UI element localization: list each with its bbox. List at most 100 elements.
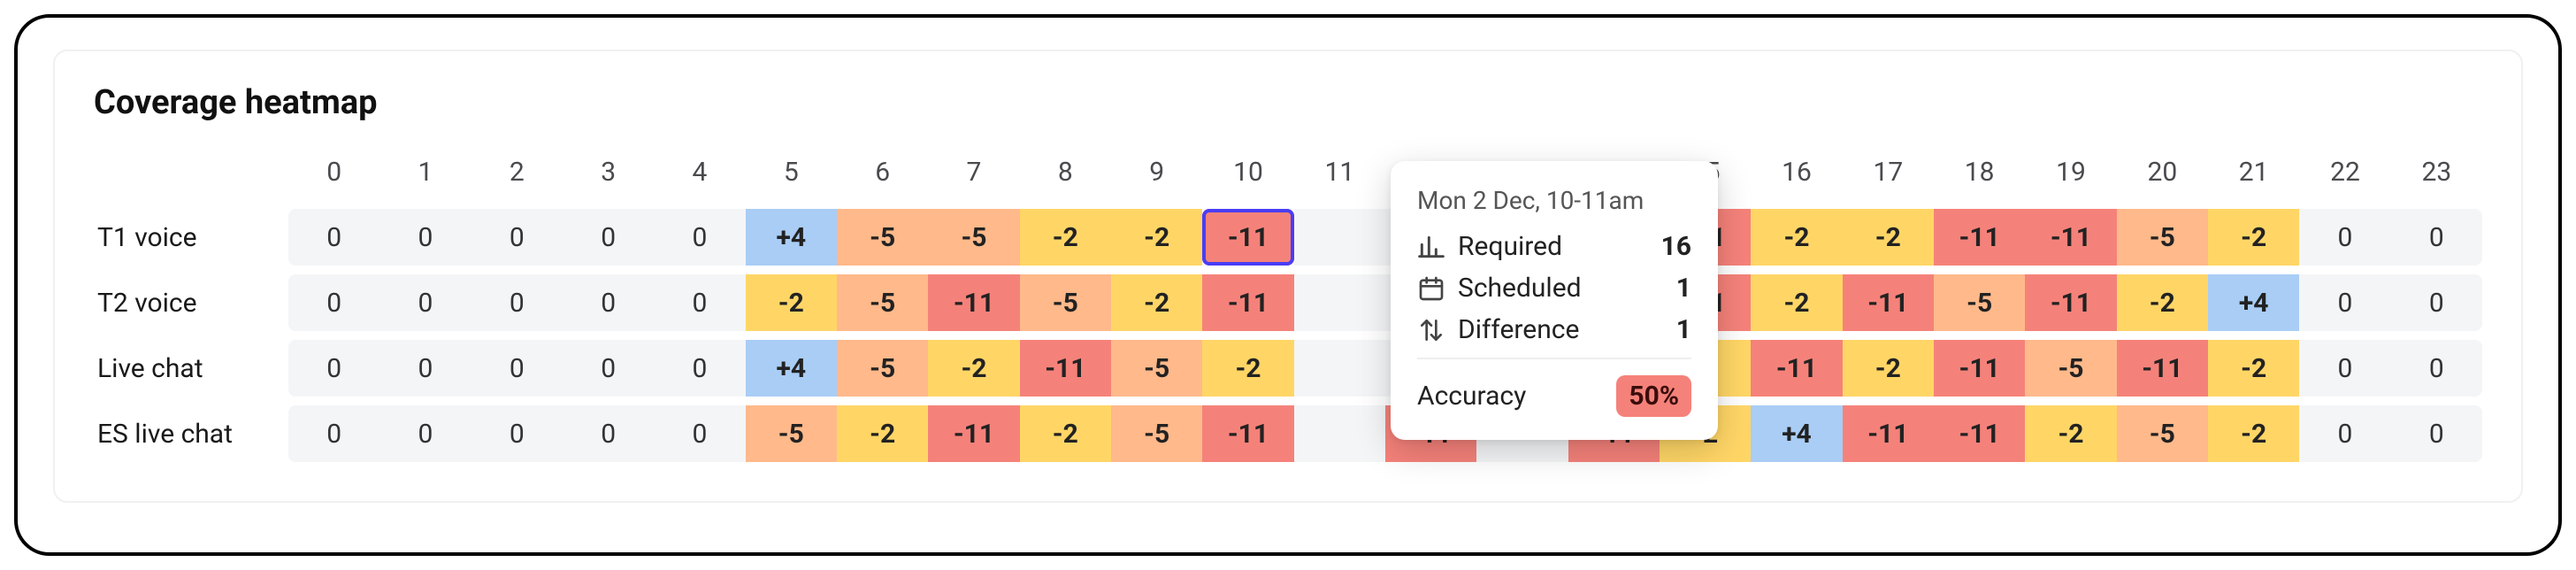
hour-header: 3 bbox=[563, 143, 654, 200]
heatmap-cell[interactable]: -2 bbox=[1111, 274, 1202, 331]
heatmap-cell[interactable]: 0 bbox=[2299, 340, 2390, 397]
heatmap-cell[interactable]: 0 bbox=[380, 274, 471, 331]
heatmap-cell[interactable]: -2 bbox=[2208, 340, 2299, 397]
heatmap-cell[interactable]: -11 bbox=[1934, 340, 2025, 397]
heatmap-cell[interactable]: 0 bbox=[380, 209, 471, 266]
difference-icon bbox=[1417, 316, 1445, 344]
heatmap-cell[interactable]: -5 bbox=[1934, 274, 2025, 331]
heatmap-cell[interactable]: +4 bbox=[746, 209, 837, 266]
heatmap-cell[interactable]: 0 bbox=[380, 340, 471, 397]
heatmap-cell[interactable]: -11 bbox=[928, 274, 1019, 331]
heatmap-cell[interactable]: 0 bbox=[288, 209, 380, 266]
hour-header: 7 bbox=[928, 143, 1019, 200]
heatmap-cell[interactable]: -2 bbox=[1020, 209, 1111, 266]
heatmap-cell[interactable] bbox=[1294, 274, 1385, 331]
row-label: T1 voice bbox=[94, 209, 288, 266]
tooltip-required-row: Required 16 bbox=[1417, 231, 1691, 262]
heatmap-cell[interactable]: -5 bbox=[746, 405, 837, 462]
heatmap-cell[interactable]: 0 bbox=[563, 340, 654, 397]
heatmap-cell[interactable]: -2 bbox=[1111, 209, 1202, 266]
heatmap-cell[interactable]: -2 bbox=[837, 405, 928, 462]
heatmap-cell[interactable]: -11 bbox=[1202, 405, 1293, 462]
row-label: ES live chat bbox=[94, 405, 288, 462]
hour-header: 4 bbox=[654, 143, 745, 200]
hour-header: 19 bbox=[2025, 143, 2116, 200]
tooltip-accuracy-label: Accuracy bbox=[1417, 381, 1526, 412]
heatmap-cell[interactable]: 0 bbox=[2391, 209, 2482, 266]
heatmap-cell[interactable]: +4 bbox=[1751, 405, 1842, 462]
tooltip-scheduled-row: Scheduled 1 bbox=[1417, 273, 1691, 304]
heatmap-cell[interactable]: 0 bbox=[2391, 274, 2482, 331]
hour-header: 1 bbox=[380, 143, 471, 200]
heatmap-cell[interactable]: -11 bbox=[1202, 274, 1293, 331]
heatmap-cell[interactable] bbox=[1294, 340, 1385, 397]
hour-header: 0 bbox=[288, 143, 380, 200]
tooltip-required-label: Required bbox=[1458, 231, 1562, 262]
heatmap-cell[interactable]: -2 bbox=[1202, 340, 1293, 397]
heatmap-cell[interactable]: 0 bbox=[654, 340, 745, 397]
heatmap-cell[interactable]: 0 bbox=[472, 274, 563, 331]
heatmap-cell[interactable] bbox=[1294, 209, 1385, 266]
heatmap-cell[interactable]: 0 bbox=[472, 209, 563, 266]
heatmap-cell[interactable]: -11 bbox=[928, 405, 1019, 462]
heatmap-cell[interactable]: -2 bbox=[1020, 405, 1111, 462]
heatmap-cell[interactable]: -5 bbox=[837, 274, 928, 331]
heatmap-cell[interactable]: 0 bbox=[563, 274, 654, 331]
grid-corner bbox=[94, 143, 288, 200]
heatmap-cell[interactable]: 0 bbox=[2391, 405, 2482, 462]
heatmap-cell[interactable]: -2 bbox=[1843, 340, 1934, 397]
heatmap-cell[interactable]: 0 bbox=[2299, 274, 2390, 331]
heatmap-cell[interactable]: -5 bbox=[1020, 274, 1111, 331]
heatmap-cell[interactable]: -11 bbox=[1020, 340, 1111, 397]
heatmap-cell[interactable]: 0 bbox=[654, 405, 745, 462]
heatmap-cell[interactable]: 0 bbox=[563, 209, 654, 266]
heatmap-cell[interactable]: -5 bbox=[2117, 209, 2208, 266]
heatmap-cell[interactable]: -2 bbox=[1843, 209, 1934, 266]
heatmap-cell[interactable]: +4 bbox=[2208, 274, 2299, 331]
heatmap-cell[interactable]: -2 bbox=[2117, 274, 2208, 331]
heatmap-cell[interactable]: 0 bbox=[563, 405, 654, 462]
heatmap-cell[interactable]: -11 bbox=[1934, 209, 2025, 266]
tooltip-scheduled-label: Scheduled bbox=[1458, 273, 1582, 304]
heatmap-cell[interactable]: 0 bbox=[472, 405, 563, 462]
cell-tooltip: Mon 2 Dec, 10-11am Required 16 Scheduled… bbox=[1391, 161, 1718, 440]
hour-header: 10 bbox=[1202, 143, 1293, 200]
heatmap-cell[interactable]: -11 bbox=[1202, 209, 1293, 266]
hour-header: 22 bbox=[2299, 143, 2390, 200]
heatmap-cell[interactable]: -2 bbox=[746, 274, 837, 331]
heatmap-cell[interactable]: +4 bbox=[746, 340, 837, 397]
heatmap-cell[interactable]: -11 bbox=[1934, 405, 2025, 462]
heatmap-cell[interactable]: -5 bbox=[837, 340, 928, 397]
heatmap-cell[interactable]: -5 bbox=[928, 209, 1019, 266]
heatmap-cell[interactable]: -2 bbox=[1751, 209, 1842, 266]
heatmap-cell[interactable]: 0 bbox=[654, 209, 745, 266]
heatmap-cell[interactable]: 0 bbox=[288, 405, 380, 462]
tooltip-accuracy-badge: 50% bbox=[1616, 375, 1691, 417]
hour-header: 17 bbox=[1843, 143, 1934, 200]
heatmap-cell[interactable]: -5 bbox=[2117, 405, 2208, 462]
heatmap-cell[interactable]: -5 bbox=[1111, 405, 1202, 462]
heatmap-cell[interactable]: -5 bbox=[1111, 340, 1202, 397]
heatmap-cell[interactable]: -2 bbox=[2208, 405, 2299, 462]
heatmap-cell[interactable]: -11 bbox=[1843, 274, 1934, 331]
heatmap-cell[interactable]: 0 bbox=[472, 340, 563, 397]
heatmap-cell[interactable]: -11 bbox=[2025, 209, 2116, 266]
heatmap-cell[interactable]: -5 bbox=[2025, 340, 2116, 397]
heatmap-cell[interactable]: 0 bbox=[654, 274, 745, 331]
heatmap-cell[interactable]: -2 bbox=[2208, 209, 2299, 266]
heatmap-cell[interactable]: 0 bbox=[288, 340, 380, 397]
heatmap-cell[interactable]: -2 bbox=[928, 340, 1019, 397]
heatmap-cell[interactable]: 0 bbox=[2299, 209, 2390, 266]
heatmap-cell[interactable]: -11 bbox=[2117, 340, 2208, 397]
heatmap-cell[interactable]: -11 bbox=[2025, 274, 2116, 331]
heatmap-cell[interactable]: 0 bbox=[288, 274, 380, 331]
heatmap-cell[interactable]: -11 bbox=[1751, 340, 1842, 397]
heatmap-cell[interactable] bbox=[1294, 405, 1385, 462]
heatmap-cell[interactable]: -2 bbox=[2025, 405, 2116, 462]
heatmap-cell[interactable]: -5 bbox=[837, 209, 928, 266]
heatmap-cell[interactable]: 0 bbox=[2299, 405, 2390, 462]
heatmap-cell[interactable]: -11 bbox=[1843, 405, 1934, 462]
heatmap-cell[interactable]: 0 bbox=[380, 405, 471, 462]
heatmap-cell[interactable]: 0 bbox=[2391, 340, 2482, 397]
heatmap-cell[interactable]: -2 bbox=[1751, 274, 1842, 331]
